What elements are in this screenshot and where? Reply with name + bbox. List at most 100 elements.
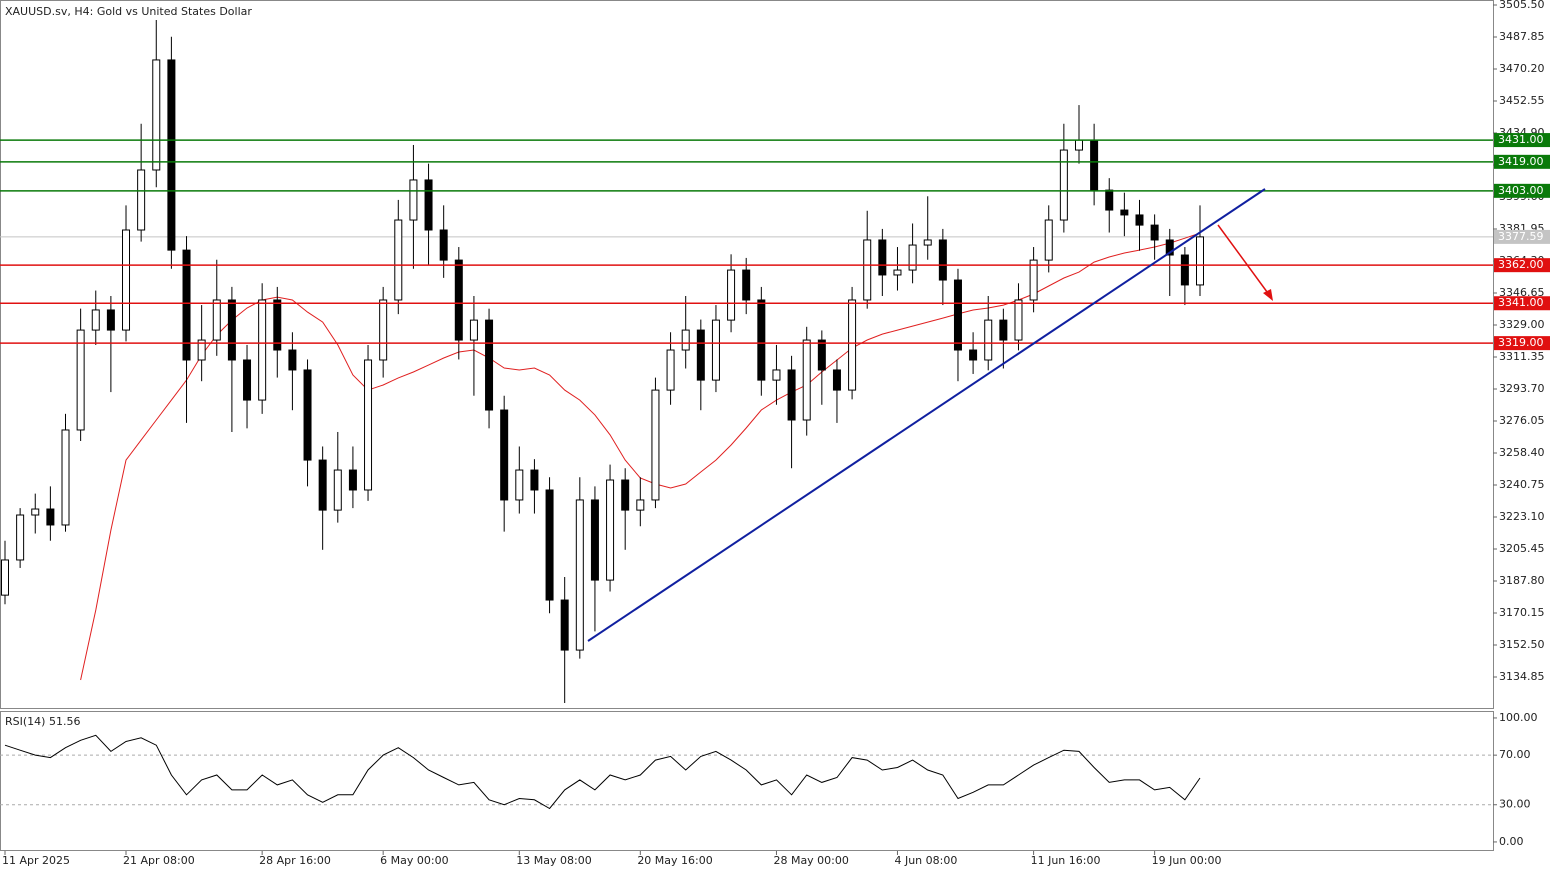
candle-body [545, 489, 554, 601]
candle-body [197, 339, 206, 361]
y-tick-label: 100.00 [1499, 711, 1538, 724]
price-panel [0, 0, 1494, 709]
candle-body [802, 339, 811, 421]
last-price-label: 3377.59 [1498, 230, 1544, 243]
candle-body [182, 249, 191, 361]
candle-body [606, 479, 615, 581]
candle-body [757, 299, 766, 381]
y-tick-label: 30.00 [1499, 798, 1531, 811]
x-tick-label: 11 Apr 2025 [2, 854, 70, 867]
x-tick-label: 13 May 08:00 [516, 854, 591, 867]
rsi-title: RSI(14) 51.56 [5, 715, 80, 728]
candle-body [984, 319, 993, 361]
y-tick-label: 3470.20 [1499, 62, 1545, 75]
candle-body [1, 559, 9, 596]
x-tick-label: 11 Jun 16:00 [1031, 854, 1101, 867]
y-tick-label: 3205.45 [1499, 542, 1545, 555]
candle-body [212, 299, 221, 341]
y-tick-label: 3293.70 [1499, 382, 1545, 395]
candle-body [817, 339, 826, 371]
candle-body [76, 329, 85, 431]
level-label: 3419.00 [1498, 155, 1544, 168]
candle-body [439, 229, 448, 261]
candle-body [152, 59, 161, 171]
candle-body [1105, 189, 1114, 211]
candle-body [953, 279, 962, 351]
level-box [1494, 296, 1550, 311]
x-tick-label: 21 Apr 08:00 [123, 854, 195, 867]
arrow-head [1263, 289, 1273, 301]
y-tick-label: 0.00 [1499, 835, 1524, 848]
candle-body [364, 359, 373, 491]
y-tick-label: 3258.40 [1499, 446, 1545, 459]
candle-body [500, 409, 509, 501]
x-tick-label: 4 Jun 08:00 [894, 854, 957, 867]
candle-body [379, 299, 388, 361]
x-tick-label: 20 May 16:00 [637, 854, 712, 867]
candle-body [1059, 149, 1068, 221]
y-tick-label: 70.00 [1499, 748, 1531, 761]
candle-body [227, 299, 236, 361]
candle-body [1165, 239, 1174, 256]
candle-body [530, 469, 539, 491]
candle-body [621, 479, 630, 511]
candle-body [787, 369, 796, 421]
candle-body [848, 299, 857, 391]
candle-body [772, 369, 781, 381]
arrow-line [1217, 224, 1271, 297]
trend-line [587, 188, 1266, 642]
candle-body [711, 319, 720, 381]
y-tick-label: 3223.10 [1499, 510, 1545, 523]
candle-body [31, 508, 40, 516]
candle-body [258, 299, 267, 401]
y-tick-label: 3452.55 [1499, 94, 1545, 107]
candle-body [863, 239, 872, 301]
candle-body [696, 329, 705, 381]
candle-body [454, 259, 463, 341]
candle-body [969, 349, 978, 361]
y-tick-label: 3346.65 [1499, 286, 1545, 299]
candle-body [560, 599, 569, 651]
candle-body [46, 508, 55, 526]
candle-body [348, 469, 357, 491]
level-box [1494, 258, 1550, 273]
candle-body [1044, 219, 1053, 261]
candle-body [318, 459, 327, 511]
x-tick-label: 19 Jun 00:00 [1152, 854, 1222, 867]
rsi-line [4, 734, 1201, 810]
level-label: 3431.00 [1498, 133, 1544, 146]
level-label: 3341.00 [1498, 296, 1544, 309]
level-label: 3362.00 [1498, 258, 1544, 271]
y-tick-label: 3152.50 [1499, 638, 1545, 651]
candle-body [878, 239, 887, 276]
level-box [1494, 154, 1550, 169]
candle-body [590, 499, 599, 581]
y-tick-label: 3311.35 [1499, 350, 1545, 363]
candle-body [908, 244, 917, 271]
last-price-box [1494, 229, 1550, 244]
level-box [1494, 133, 1550, 148]
candle-body [243, 359, 252, 401]
candle-body [515, 469, 524, 501]
candle-body [727, 269, 736, 321]
candle-body [666, 349, 675, 391]
rsi-panel [0, 711, 1494, 851]
candle-body [938, 239, 947, 281]
candle-body [1150, 224, 1159, 241]
candle-body [651, 389, 660, 501]
candle-body [1196, 236, 1204, 286]
candle-body [1135, 214, 1144, 226]
x-tick-label: 28 Apr 16:00 [259, 854, 331, 867]
y-tick-label: 3505.50 [1499, 0, 1545, 11]
candle-body [923, 239, 932, 246]
y-tick-label: 3276.05 [1499, 414, 1545, 427]
y-tick-label: 3170.15 [1499, 606, 1545, 619]
candle-body [999, 319, 1008, 341]
level-label: 3319.00 [1498, 336, 1544, 349]
candle-body [394, 219, 403, 301]
candle-body [273, 299, 282, 351]
y-tick-label: 3487.85 [1499, 30, 1545, 43]
candle-body [469, 319, 478, 341]
candle-body [424, 179, 433, 231]
candle-body [167, 59, 176, 251]
